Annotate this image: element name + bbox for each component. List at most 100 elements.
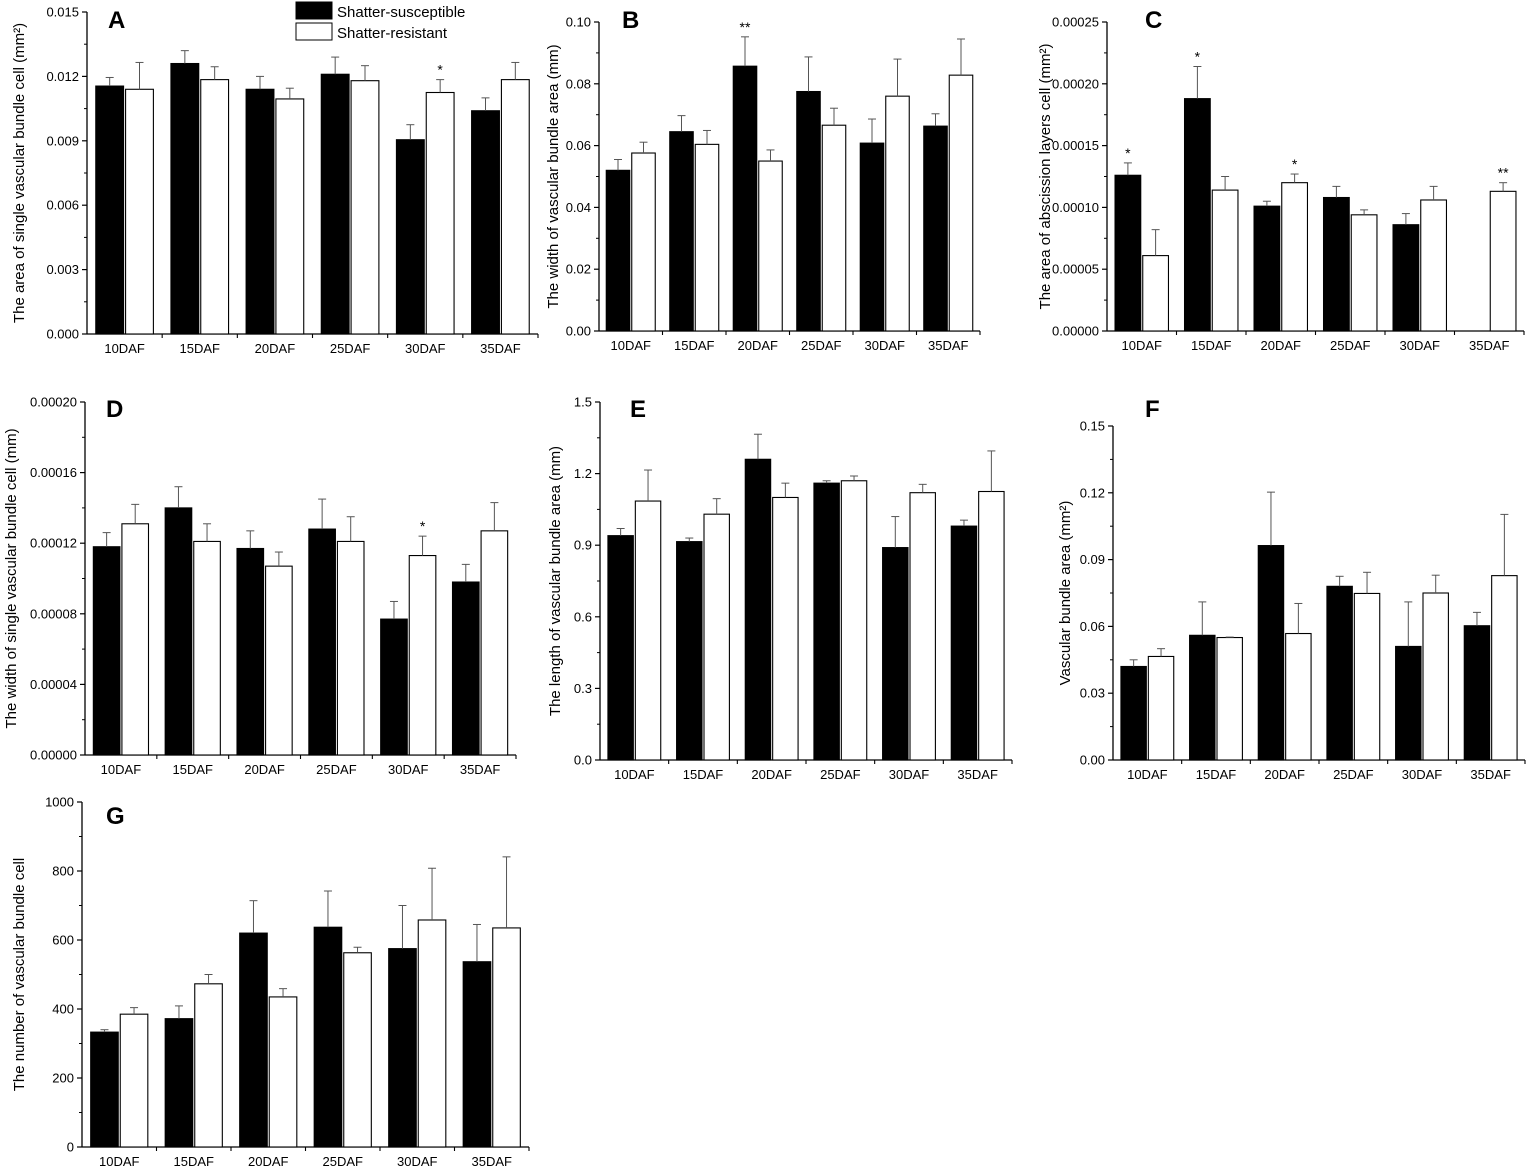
panel-g: 0 200 400 600 800 1000 10DAF 15DAF 20DAF 25DAF 30D… [11, 795, 530, 1169]
bar-resistant-35daf [492, 927, 521, 1148]
y-tick-label: 0.00004 [30, 677, 77, 692]
x-tick-label: 10DAF [611, 338, 652, 353]
panel-b: 0.00 0.02 0.04 0.06 0.08 0.10 10DAF 15DAF 20DAF 2… [545, 7, 981, 353]
bar-resistant-35daf [948, 74, 974, 332]
bar-susceptible-20daf [1253, 205, 1281, 332]
y-tick-label: 1.5 [574, 395, 592, 410]
y-axis-label: Vascular bundle area (mm²) [1057, 501, 1074, 686]
panel-e: 0.0 0.3 0.6 0.9 1.2 1.5 10DAF 15DAF 20DAF 25DAF 30… [547, 395, 1013, 782]
x-tick-label: 10DAF [101, 762, 142, 777]
bar-susceptible-15daf [676, 541, 703, 761]
bar-susceptible-15daf [170, 62, 200, 335]
x-tick-label: 30DAF [388, 762, 429, 777]
x-tick-label: 10DAF [1122, 338, 1163, 353]
bar-susceptible-30daf [859, 142, 885, 332]
y-axis-label: The length of vascular bundle area (mm) [547, 446, 564, 716]
y-tick-label: 0.003 [46, 262, 79, 277]
y-tick-label: 0.00000 [30, 748, 77, 763]
bar-susceptible-20daf [245, 88, 275, 335]
x-tick-label: 35DAF [480, 341, 521, 356]
bar-susceptible-10daf [605, 169, 631, 332]
bar-resistant-10daf [1142, 255, 1170, 332]
y-tick-label: 0 [67, 1140, 74, 1155]
panel-letter: C [1145, 7, 1162, 34]
y-tick-label: 0.00008 [30, 606, 77, 621]
bar-susceptible-25daf [1326, 585, 1353, 761]
y-tick-label: 0.15 [1080, 419, 1105, 434]
x-tick-label: 20DAF [1261, 338, 1302, 353]
y-tick-label: 0.00005 [1052, 262, 1099, 277]
x-tick-label: 20DAF [255, 341, 296, 356]
y-axis-label: The width of vascular bundle area (mm) [545, 44, 562, 308]
panel-a: 0.000 0.003 0.006 0.009 0.012 0.015 10DAF 15DAF… [11, 5, 539, 356]
bar-susceptible-10daf [90, 1031, 119, 1148]
x-tick-label: 15DAF [180, 341, 221, 356]
y-tick-label: 0.9 [574, 538, 592, 553]
bar-susceptible-35daf [950, 525, 978, 761]
y-axis-label: The width of single vascular bundle cell… [3, 428, 20, 728]
x-tick-label: 20DAF [248, 1154, 289, 1169]
y-tick-label: 0.10 [566, 15, 591, 30]
y-tick-label: 0.6 [574, 609, 592, 624]
y-tick-label: 0.000 [46, 327, 79, 342]
panel-c: 0.00000 0.00005 0.00010 0.00015 0.00020 0.000… [1037, 7, 1525, 353]
y-tick-label: 0.00010 [1052, 200, 1099, 215]
panel-letter: E [630, 396, 646, 423]
panel-letter: D [106, 396, 123, 423]
y-tick-label: 0.03 [1080, 686, 1105, 701]
bar-susceptible-10daf [1120, 665, 1147, 761]
y-tick-label: 0.0 [574, 753, 592, 768]
bar-resistant-10daf [125, 88, 154, 335]
bar-susceptible-10daf [95, 85, 125, 335]
y-tick-label: 0.00015 [1052, 138, 1099, 153]
x-tick-label: 35DAF [460, 762, 501, 777]
bar-resistant-25daf [336, 540, 365, 756]
x-tick-label: 25DAF [820, 767, 861, 782]
y-tick-label: 0.09 [1080, 552, 1105, 567]
bar-susceptible-25daf [813, 482, 840, 761]
significance-marker: * [1125, 145, 1131, 161]
bar-susceptible-15daf [164, 1018, 194, 1148]
y-tick-label: 400 [52, 1002, 74, 1017]
x-tick-label: 10DAF [1127, 767, 1168, 782]
significance-marker: * [1292, 156, 1298, 172]
x-tick-label: 35DAF [1470, 767, 1511, 782]
bar-resistant-20daf [1281, 182, 1309, 332]
x-tick-label: 25DAF [323, 1154, 364, 1169]
bar-resistant-15daf [194, 983, 223, 1148]
y-tick-label: 0.12 [1080, 485, 1105, 500]
y-tick-label: 0.04 [566, 200, 591, 215]
bar-resistant-10daf [1147, 655, 1175, 761]
bar-resistant-25daf [1353, 592, 1381, 761]
x-tick-label: 15DAF [174, 1154, 215, 1169]
bar-susceptible-30daf [1392, 224, 1420, 332]
bar-susceptible-25daf [308, 528, 336, 756]
bar-resistant-25daf [821, 124, 847, 332]
bar-resistant-20daf [758, 160, 783, 332]
bar-susceptible-25daf [796, 90, 821, 332]
y-tick-label: 1.2 [574, 466, 592, 481]
y-tick-label: 1000 [45, 795, 74, 810]
bar-susceptible-10daf [92, 546, 121, 756]
x-tick-label: 20DAF [1264, 767, 1305, 782]
bar-susceptible-35daf [1463, 625, 1491, 761]
y-tick-label: 0.00012 [30, 536, 77, 551]
x-tick-label: 25DAF [801, 338, 842, 353]
bar-susceptible-20daf [236, 547, 265, 756]
bar-resistant-20daf [268, 996, 298, 1148]
x-tick-label: 15DAF [683, 767, 724, 782]
bar-resistant-20daf [265, 565, 293, 756]
bar-resistant-35daf [978, 490, 1005, 761]
x-tick-label: 25DAF [1330, 338, 1371, 353]
bar-resistant-30daf [885, 95, 910, 332]
bar-susceptible-25daf [320, 73, 350, 335]
y-tick-label: 0.00000 [1052, 324, 1099, 339]
y-tick-label: 0.00016 [30, 465, 77, 480]
panel-letter: F [1145, 396, 1160, 423]
y-tick-label: 0.00 [1080, 753, 1105, 768]
y-tick-label: 600 [52, 933, 74, 948]
y-tick-label: 0.00 [566, 324, 591, 339]
bar-susceptible-15daf [164, 507, 193, 756]
bar-susceptible-10daf [607, 535, 634, 761]
